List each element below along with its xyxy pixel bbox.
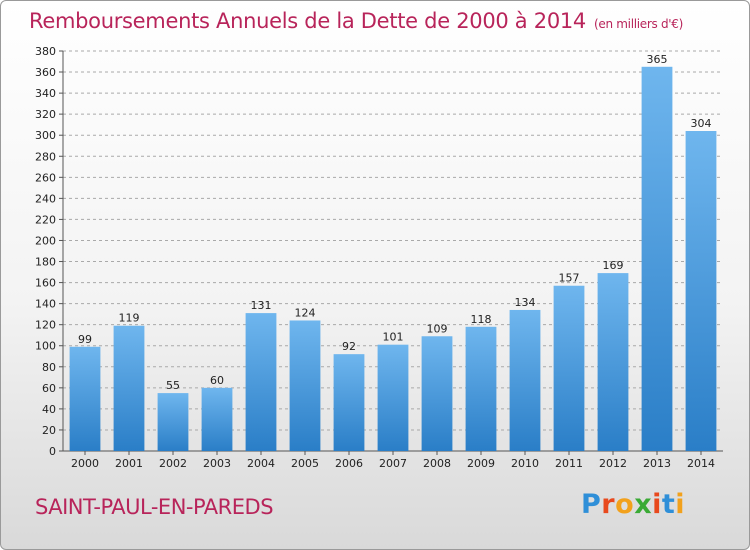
bar (641, 66, 673, 451)
data-label: 60 (210, 374, 224, 387)
x-tick-label: 2000 (71, 457, 99, 470)
y-tick-label: 40 (42, 403, 56, 416)
logo-letter: o (615, 489, 635, 520)
y-tick-label: 380 (35, 45, 56, 58)
logo-letter: x (634, 489, 653, 520)
data-label: 169 (603, 259, 624, 272)
y-tick-label: 60 (42, 382, 56, 395)
data-label: 101 (383, 331, 404, 344)
bar (421, 336, 453, 451)
data-label: 124 (295, 306, 316, 319)
x-tick-label: 2014 (687, 457, 715, 470)
logo-letter: r (601, 489, 616, 520)
x-tick-label: 2001 (115, 457, 143, 470)
data-label: 157 (559, 272, 580, 285)
x-tick-label: 2007 (379, 457, 407, 470)
bar (333, 354, 365, 451)
y-tick-label: 280 (35, 150, 56, 163)
y-tick-label: 180 (35, 256, 56, 269)
y-tick-label: 320 (35, 108, 56, 121)
bar (289, 320, 321, 451)
y-tick-label: 240 (35, 192, 56, 205)
bar (465, 326, 497, 451)
data-label: 92 (342, 340, 356, 353)
data-label: 119 (119, 312, 140, 325)
y-tick-label: 200 (35, 234, 56, 247)
data-label: 131 (251, 299, 272, 312)
chart-title-text: Remboursements Annuels de la Dette de 20… (29, 9, 586, 33)
bar (377, 344, 409, 451)
data-label: 304 (691, 117, 712, 130)
x-tick-label: 2009 (467, 457, 495, 470)
bar (157, 393, 189, 451)
logo-letter: P (581, 489, 602, 520)
x-tick-label: 2013 (643, 457, 671, 470)
x-tick-label: 2008 (423, 457, 451, 470)
bar (509, 309, 541, 451)
logo-letter: i (675, 489, 686, 520)
y-tick-label: 360 (35, 66, 56, 79)
bar (553, 285, 585, 451)
y-tick-label: 140 (35, 298, 56, 311)
x-tick-label: 2010 (511, 457, 539, 470)
data-label: 99 (78, 333, 92, 346)
y-tick-label: 340 (35, 87, 56, 100)
data-label: 134 (515, 296, 536, 309)
data-label: 55 (166, 379, 180, 392)
y-tick-label: 0 (49, 445, 56, 458)
chart-unit: (en milliers d'€) (594, 17, 684, 31)
y-tick-label: 120 (35, 319, 56, 332)
data-label: 109 (427, 322, 448, 335)
commune-name: SAINT-PAUL-EN-PAREDS (35, 495, 274, 519)
bar (69, 346, 101, 451)
y-tick-label: 260 (35, 171, 56, 184)
x-tick-label: 2006 (335, 457, 363, 470)
x-tick-label: 2004 (247, 457, 275, 470)
bar (597, 273, 629, 451)
proxiti-logo: Proxiti (581, 489, 685, 520)
x-tick-label: 2003 (203, 457, 231, 470)
y-tick-label: 160 (35, 277, 56, 290)
x-tick-label: 2011 (555, 457, 583, 470)
x-tick-label: 2002 (159, 457, 187, 470)
logo-letter: i (652, 489, 662, 520)
y-tick-label: 300 (35, 129, 56, 142)
y-tick-label: 100 (35, 340, 56, 353)
data-label: 365 (647, 53, 668, 66)
x-tick-label: 2005 (291, 457, 319, 470)
data-label: 118 (471, 313, 492, 326)
bar (245, 313, 277, 451)
logo-letter: t (661, 489, 676, 520)
x-tick-label: 2012 (599, 457, 627, 470)
y-tick-label: 80 (42, 361, 56, 374)
chart-title: Remboursements Annuels de la Dette de 20… (29, 9, 683, 33)
bar (201, 387, 233, 451)
y-tick-label: 20 (42, 424, 56, 437)
bar (685, 131, 717, 451)
y-tick-label: 220 (35, 213, 56, 226)
bar (113, 325, 145, 451)
